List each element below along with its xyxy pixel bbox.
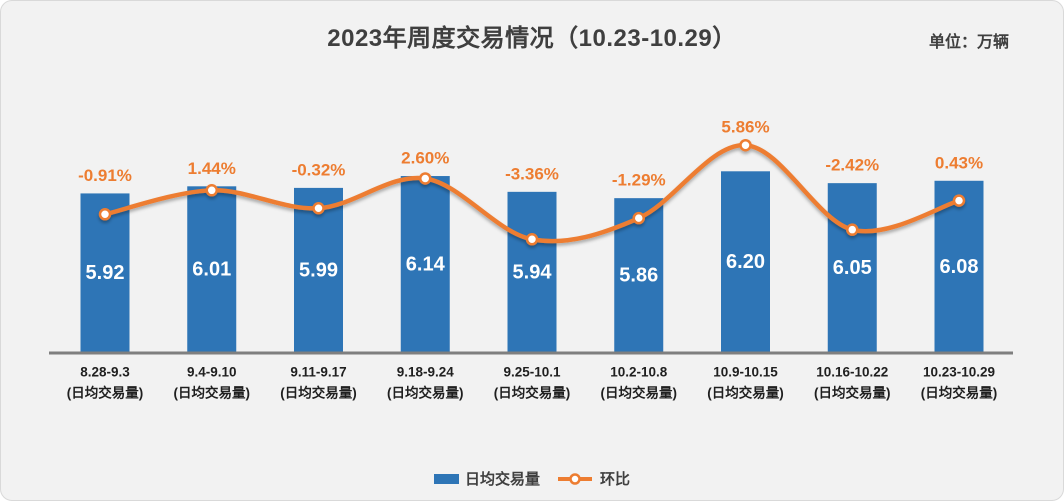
line-marker — [419, 172, 432, 185]
percent-label: 2.60% — [401, 149, 449, 168]
bar-value-label: 5.99 — [299, 259, 338, 281]
legend-bar-label: 日均交易量 — [464, 471, 540, 488]
legend-line-label: 环比 — [600, 471, 631, 488]
category-sublabel: (日均交易量) — [67, 385, 144, 401]
category-label: 9.11-9.17 — [290, 365, 346, 380]
bar-9.18-9.24 — [400, 176, 450, 353]
bar-value-label: 5.94 — [513, 261, 553, 283]
bar-value-label: 6.14 — [406, 254, 446, 276]
bar-value-label: 5.92 — [86, 262, 125, 284]
category-label: 9.18-9.24 — [397, 365, 455, 380]
bar-series-swatch — [433, 473, 459, 484]
percent-label: -3.36% — [505, 164, 559, 183]
line-marker — [846, 223, 859, 236]
line-series-swatch — [558, 472, 592, 485]
line-marker — [739, 138, 752, 152]
bar-value-label: 6.01 — [192, 259, 231, 281]
bar-10.16-10.22 — [827, 183, 877, 353]
chart-title: 2023年周度交易情况（10.23-10.29） — [327, 25, 737, 52]
bar-value-label: 6.05 — [833, 257, 872, 279]
line-marker — [632, 211, 645, 225]
legend-item-bar-series: 日均交易量 — [433, 468, 540, 489]
bar-value-label: 6.08 — [940, 256, 979, 278]
legend-item-line-series: 环比 — [556, 468, 630, 489]
category-sublabel: (日均交易量) — [814, 385, 891, 401]
percent-label: -2.42% — [825, 156, 879, 175]
category-label: 10.16-10.22 — [816, 365, 888, 380]
category-label: 10.23-10.29 — [923, 365, 995, 380]
bar-9.11-9.17 — [294, 187, 343, 353]
percent-label: 5.86% — [721, 118, 769, 137]
unit-label: 单位：万辆 — [928, 34, 1009, 51]
percent-label: -1.29% — [612, 171, 666, 190]
category-label: 10.2-10.8 — [610, 365, 668, 380]
category-sublabel: (日均交易量) — [921, 385, 998, 401]
line-marker — [525, 233, 539, 246]
percent-label: -0.32% — [292, 160, 346, 179]
bar-9.25-10.1 — [507, 191, 557, 353]
line-marker — [952, 194, 966, 207]
bar-9.4-9.10 — [187, 186, 237, 353]
percent-label: -0.91% — [78, 166, 132, 185]
line-series-layer — [98, 138, 966, 246]
category-label: 9.4-9.10 — [187, 365, 237, 380]
bar-10.9-10.15 — [721, 171, 770, 353]
legend: 日均交易量 环比 — [1, 468, 1063, 489]
category-label: 10.9-10.15 — [713, 365, 778, 380]
category-sublabel: (日均交易量) — [387, 385, 464, 401]
percent-label: 0.43% — [935, 153, 983, 172]
line-marker — [312, 202, 325, 215]
category-label: 9.25-10.1 — [503, 365, 561, 380]
category-sublabel: (日均交易量) — [707, 385, 784, 401]
percent-label: 1.44% — [188, 159, 236, 178]
category-sublabel: (日均交易量) — [280, 385, 357, 401]
category-sublabel: (日均交易量) — [601, 385, 678, 401]
bar-value-label: 5.86 — [619, 265, 658, 287]
legend-circle-marker-icon — [569, 472, 581, 485]
category-sublabel: (日均交易量) — [174, 385, 251, 401]
line-marker — [98, 208, 112, 221]
line-marker — [205, 184, 218, 197]
category-sublabel: (日均交易量) — [494, 385, 571, 401]
bar-value-label: 6.20 — [726, 251, 765, 273]
labels-layer: 5.92 8.28-9.3 (日均交易量) 6.01 9.4-9.10 (日均交易量) 5.… — [67, 118, 998, 401]
category-label: 8.28-9.3 — [80, 365, 130, 380]
